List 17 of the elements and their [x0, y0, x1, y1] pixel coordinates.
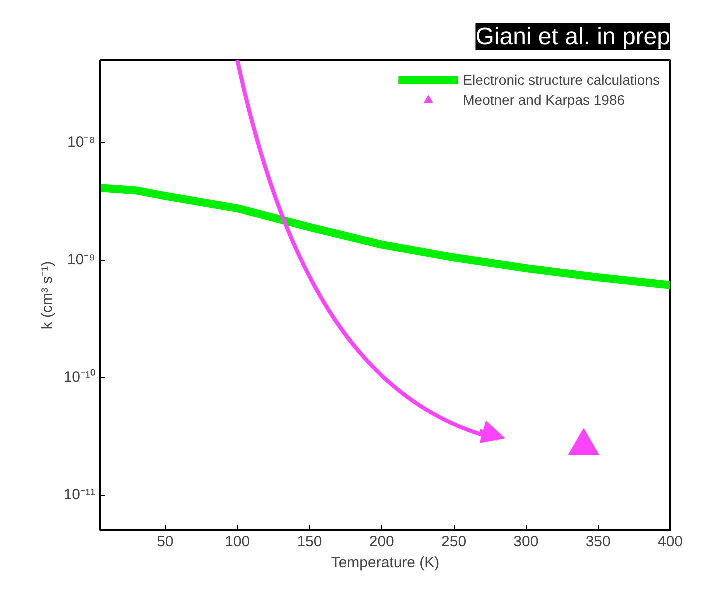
x-tick-label: 100 [225, 534, 250, 550]
x-tick-label: 250 [442, 534, 467, 550]
x-axis-title: Temperature (K) [331, 554, 440, 572]
y-axis-title: k (cm³ s⁻¹) [38, 261, 56, 330]
legend-label: Meotner and Karpas 1986 [463, 92, 626, 108]
x-tick-label: 400 [658, 534, 684, 550]
y-tick-label: 10⁻¹¹ [64, 486, 96, 504]
text: Giani et al. in prep [476, 24, 671, 50]
legend-label: Electronic structure calculations [463, 72, 660, 88]
x-tick-label: 350 [586, 534, 611, 550]
x-tick-label: 300 [514, 534, 539, 550]
y-tick-label: 10⁻⁹ [67, 252, 96, 269]
y-tick-label: 10⁻⁸ [67, 134, 96, 152]
x-tick-label: 150 [297, 534, 322, 550]
x-tick-label: 200 [369, 534, 394, 550]
x-tick-label: 50 [157, 534, 174, 550]
y-tick-label: 10⁻¹⁰ [64, 369, 96, 386]
